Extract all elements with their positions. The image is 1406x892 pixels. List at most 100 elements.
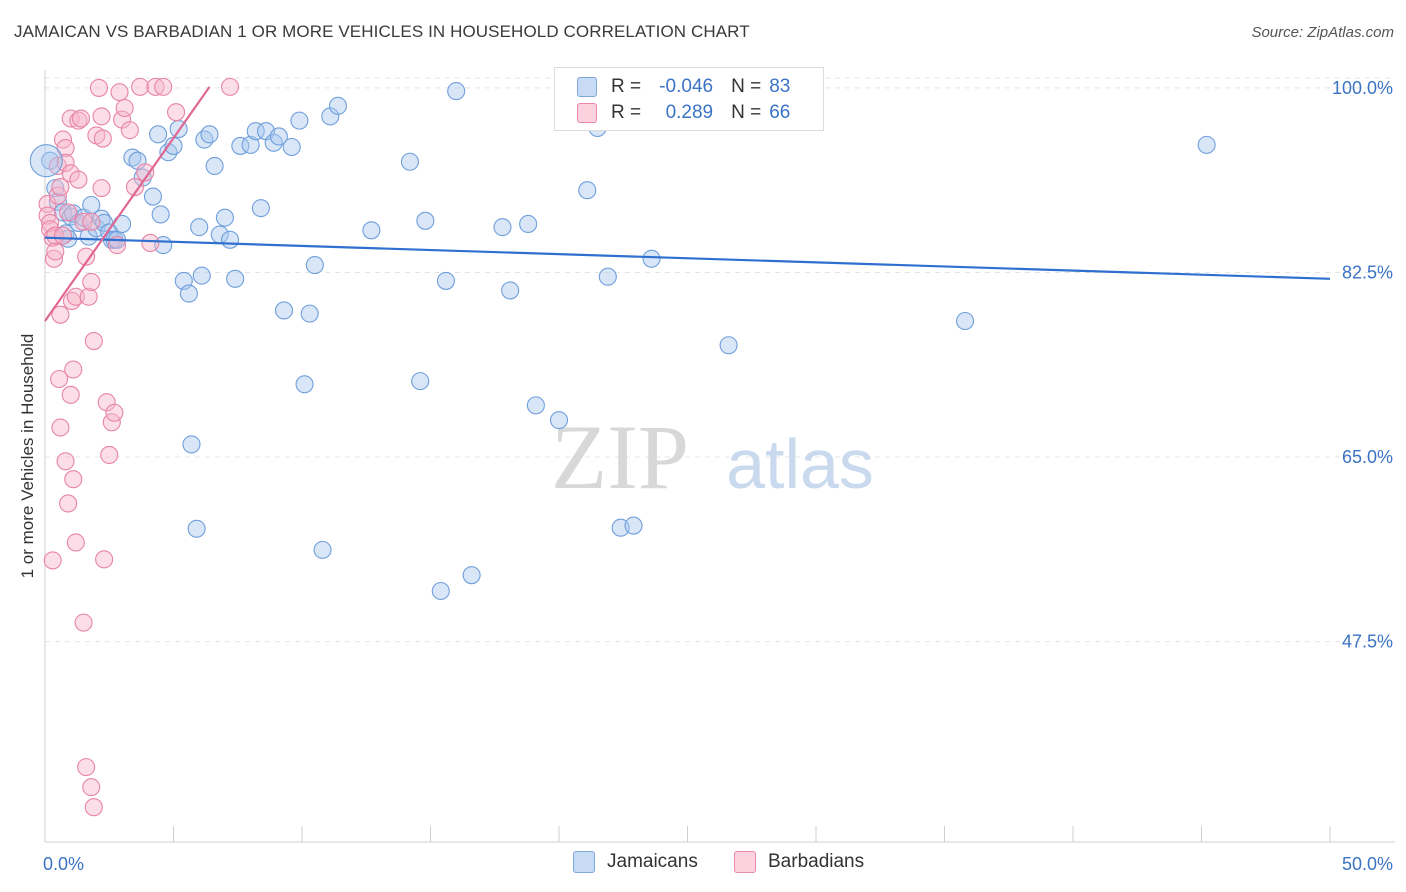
data-point xyxy=(246,122,265,141)
data-point xyxy=(154,77,173,96)
data-point xyxy=(43,551,62,570)
stats-legend: R = -0.046 N = 83 R = 0.289 N = 66 xyxy=(554,67,824,131)
data-point xyxy=(179,284,198,303)
series-jamaicans xyxy=(41,77,1216,601)
axes xyxy=(44,70,1395,843)
data-point xyxy=(313,540,332,559)
legend-swatch-jamaicans xyxy=(573,851,595,873)
data-point xyxy=(290,111,309,130)
watermark: ZIP atlas xyxy=(551,406,874,508)
data-point xyxy=(411,372,430,391)
y-tick-label: 47.5% xyxy=(1342,632,1393,652)
legend-swatch-jamaicans xyxy=(577,77,597,97)
data-point xyxy=(526,396,545,415)
data-point xyxy=(38,206,57,225)
data-point xyxy=(956,311,975,331)
data-point xyxy=(44,249,64,268)
legend-row-jamaicans: R = -0.046 N = 83 xyxy=(577,74,790,100)
data-point xyxy=(133,168,152,187)
data-point xyxy=(190,218,209,237)
data-point xyxy=(51,305,70,324)
data-point xyxy=(642,249,661,268)
data-point xyxy=(143,187,162,206)
data-point xyxy=(436,271,455,290)
data-point xyxy=(66,533,85,552)
data-point xyxy=(82,778,101,797)
data-point xyxy=(215,208,234,227)
data-point xyxy=(92,179,111,198)
data-point xyxy=(205,156,224,176)
data-point xyxy=(125,178,144,197)
data-point xyxy=(431,581,450,601)
y-tick-label: 100.0% xyxy=(1332,78,1393,98)
data-point xyxy=(131,77,150,96)
data-point xyxy=(549,411,569,430)
data-points xyxy=(29,77,1216,817)
data-point xyxy=(51,178,70,197)
tick-labels: 100.0% 82.5% 65.0% 47.5% 0.0% 50.0% xyxy=(43,78,1393,874)
legend-label-jamaicans: Jamaicans xyxy=(607,851,698,872)
legend-r-label: R = xyxy=(611,76,642,97)
data-point xyxy=(251,199,270,218)
data-point xyxy=(519,214,538,234)
data-point xyxy=(493,218,512,237)
data-point xyxy=(462,566,481,585)
data-point xyxy=(187,519,206,538)
legend-n-value-barbadians: 66 xyxy=(769,102,791,123)
data-point xyxy=(269,127,288,146)
series-barbadians xyxy=(38,77,240,817)
data-point xyxy=(598,267,617,286)
data-point xyxy=(59,494,78,513)
data-point xyxy=(66,287,85,306)
data-point xyxy=(123,148,142,167)
data-point xyxy=(53,226,73,245)
trend-line-jamaicans xyxy=(44,236,1331,280)
data-point xyxy=(274,301,294,320)
legend-r-label: R = xyxy=(611,102,642,123)
data-point xyxy=(400,152,419,171)
data-point xyxy=(64,360,83,379)
trend-line-barbadians xyxy=(44,86,211,322)
data-point xyxy=(74,212,93,231)
data-point xyxy=(95,550,114,569)
data-point xyxy=(59,203,78,222)
legend-n-value-jamaicans: 83 xyxy=(769,76,791,97)
data-point xyxy=(501,281,520,300)
data-point xyxy=(282,137,301,157)
x-tick-label-max: 50.0% xyxy=(1342,854,1393,874)
data-point xyxy=(146,77,165,96)
data-point xyxy=(69,111,88,130)
gridlines xyxy=(45,77,1395,643)
chart-title: JAMAICAN VS BARBADIAN 1 OR MORE VEHICLES… xyxy=(14,22,750,41)
data-point xyxy=(50,369,69,389)
data-point xyxy=(362,221,381,240)
y-tick-label: 82.5% xyxy=(1342,262,1393,282)
series-legend: Jamaicans Barbadians xyxy=(0,851,1406,879)
data-point xyxy=(120,121,139,140)
data-point xyxy=(578,181,597,200)
data-point xyxy=(69,170,88,189)
data-point xyxy=(220,230,240,249)
data-point xyxy=(77,758,96,777)
data-point xyxy=(100,445,119,464)
data-point xyxy=(115,98,134,118)
source-credit: Source: ZipAtlas.com xyxy=(1251,24,1394,41)
data-point xyxy=(64,470,83,489)
data-point xyxy=(300,304,319,323)
legend-row-barbadians: R = 0.289 N = 66 xyxy=(577,100,790,126)
data-point xyxy=(74,613,93,632)
data-point xyxy=(46,242,65,261)
data-point xyxy=(167,103,186,122)
data-point xyxy=(1197,135,1216,154)
legend-item-barbadians[interactable]: Barbadians xyxy=(734,851,864,873)
data-point xyxy=(84,798,103,817)
data-point xyxy=(295,375,314,394)
data-point xyxy=(51,418,70,437)
data-point xyxy=(305,256,324,275)
data-point xyxy=(110,83,129,102)
x-tick-label-min: 0.0% xyxy=(43,854,84,874)
legend-item-jamaicans[interactable]: Jamaicans xyxy=(573,851,698,873)
data-point xyxy=(46,226,65,245)
data-point xyxy=(92,107,111,126)
